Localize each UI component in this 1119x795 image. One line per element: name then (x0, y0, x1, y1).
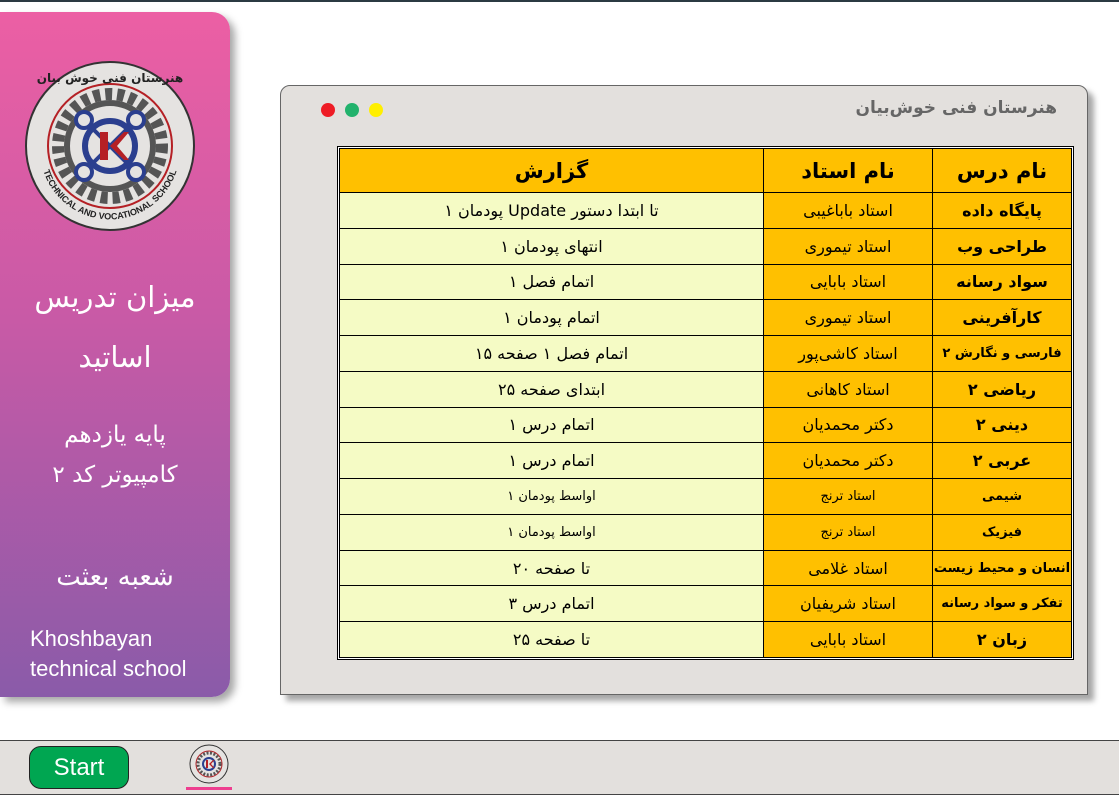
table-row: زبان ۲ استاد بابایی تا صفحه ۲۵ (339, 621, 1072, 658)
report-cell: تا صفحه ۲۵ (339, 621, 764, 658)
teacher-cell: استاد کاهانی (763, 370, 933, 408)
subject-cell: فارسی و نگارش ۲ (932, 335, 1072, 372)
subject-cell: ریاضی ۲ (932, 370, 1072, 408)
teacher-cell: استاد تیموری (763, 299, 933, 337)
subject-cell: پایگاه داده (932, 192, 1072, 229)
logo-text-fa: هنرستان فنی خوش بیان (37, 71, 183, 86)
report-cell: اتمام فصل ۱ (339, 263, 764, 301)
report-cell: ابتدای صفحه ۲۵ (339, 370, 764, 408)
subject-cell: فیزیک (932, 513, 1072, 551)
subject-cell: عربی ۲ (932, 442, 1072, 480)
teacher-cell: دکتر محمدیان (763, 442, 933, 480)
subject-cell: کارآفرینی (932, 299, 1072, 337)
sidebar-title-line2: اساتید (78, 340, 152, 374)
sidebar-branch: شعبه بعثت (56, 562, 174, 592)
teacher-cell: دکتر محمدیان (763, 406, 933, 444)
teacher-cell: استاد باباغیبی (763, 192, 933, 229)
table-row: سواد رسانه استاد بابایی اتمام فصل ۱ (339, 263, 1072, 301)
sidebar-school-en-2: technical school (30, 656, 187, 681)
school-logo-icon[interactable] (186, 743, 232, 785)
teaching-table: نام درس نام استاد گزارش پایگاه داده استاد… (337, 146, 1074, 660)
teacher-cell: استاد ترنج (763, 478, 933, 515)
report-cell: اواسط پودمان ۱ (339, 478, 764, 515)
report-cell: اتمام درس ۳ (339, 585, 764, 623)
table-row: فیزیک استاد ترنج اواسط پودمان ۱ (339, 513, 1072, 551)
sidebar: هنرستان فنی خوش بیان TECHNICAL AND VOCAT… (0, 12, 230, 697)
subject-cell: طراحی وب (932, 227, 1072, 265)
teacher-cell: استاد بابایی (763, 263, 933, 301)
table-row: عربی ۲ دکتر محمدیان اتمام درس ۱ (339, 442, 1072, 480)
teacher-cell: استاد تیموری (763, 227, 933, 265)
table-row: کارآفرینی استاد تیموری اتمام پودمان ۱ (339, 299, 1072, 337)
report-cell: انتهای پودمان ۱ (339, 227, 764, 265)
table-row: طراحی وب استاد تیموری انتهای پودمان ۱ (339, 227, 1072, 265)
window-title: هنرستان فنی خوش‌بیان (855, 98, 1057, 118)
subject-cell: شیمی (932, 478, 1072, 515)
subject-cell: تفکر و سواد رسانه (932, 585, 1072, 623)
report-cell: اتمام درس ۱ (339, 442, 764, 480)
top-border (0, 0, 1119, 2)
subject-cell: زبان ۲ (932, 621, 1072, 658)
teacher-cell: استاد غلامی (763, 549, 933, 587)
taskbar: Start (0, 740, 1119, 795)
maximize-button[interactable] (369, 103, 383, 117)
active-app-indicator (186, 787, 232, 790)
header-subject: نام درس (932, 148, 1072, 193)
teacher-cell: استاد بابایی (763, 621, 933, 658)
report-cell: تا ابتدا دستور Update پودمان ۱ (339, 192, 764, 229)
report-cell: اتمام پودمان ۱ (339, 299, 764, 337)
table-row: تفکر و سواد رسانه استاد شریفیان اتمام درس … (339, 585, 1072, 623)
subject-cell: سواد رسانه (932, 263, 1072, 301)
table-row: انسان و محیط زیست استاد غلامی تا صفحه ۲۰ (339, 549, 1072, 587)
report-cell: اتمام فصل ۱ صفحه ۱۵ (339, 335, 764, 372)
sidebar-class: کامپیوتر کد ۲ (52, 462, 178, 488)
table-row: دینی ۲ دکتر محمدیان اتمام درس ۱ (339, 406, 1072, 444)
table-row: فارسی و نگارش ۲ استاد کاشی‌پور اتمام فصل ۱… (339, 335, 1072, 372)
app-window: هنرستان فنی خوش‌بیان نام درس نام استاد گ… (280, 85, 1088, 695)
report-cell: اواسط پودمان ۱ (339, 513, 764, 551)
report-cell: اتمام درس ۱ (339, 406, 764, 444)
table-header-row: نام درس نام استاد گزارش (339, 148, 1072, 193)
school-logo-icon: هنرستان فنی خوش بیان TECHNICAL AND VOCAT… (25, 61, 195, 231)
sidebar-grade: پایه یازدهم (64, 422, 166, 448)
header-report: گزارش (339, 148, 764, 193)
subject-cell: انسان و محیط زیست (932, 549, 1072, 587)
start-button[interactable]: Start (29, 746, 129, 789)
table-row: پایگاه داده استاد باباغیبی تا ابتدا دستور … (339, 192, 1072, 229)
subject-cell: دینی ۲ (932, 406, 1072, 444)
report-cell: تا صفحه ۲۰ (339, 549, 764, 587)
minimize-button[interactable] (345, 103, 359, 117)
teacher-cell: استاد ترنج (763, 513, 933, 551)
table-row: شیمی استاد ترنج اواسط پودمان ۱ (339, 478, 1072, 515)
sidebar-title-line1: میزان تدریس (34, 280, 196, 314)
window-titlebar[interactable]: هنرستان فنی خوش‌بیان (281, 86, 1087, 134)
teacher-cell: استاد کاشی‌پور (763, 335, 933, 372)
teacher-cell: استاد شریفیان (763, 585, 933, 623)
close-button[interactable] (321, 103, 335, 117)
table-row: ریاضی ۲ استاد کاهانی ابتدای صفحه ۲۵ (339, 370, 1072, 408)
header-teacher: نام استاد (763, 148, 933, 193)
sidebar-school-en-1: Khoshbayan (30, 626, 153, 651)
